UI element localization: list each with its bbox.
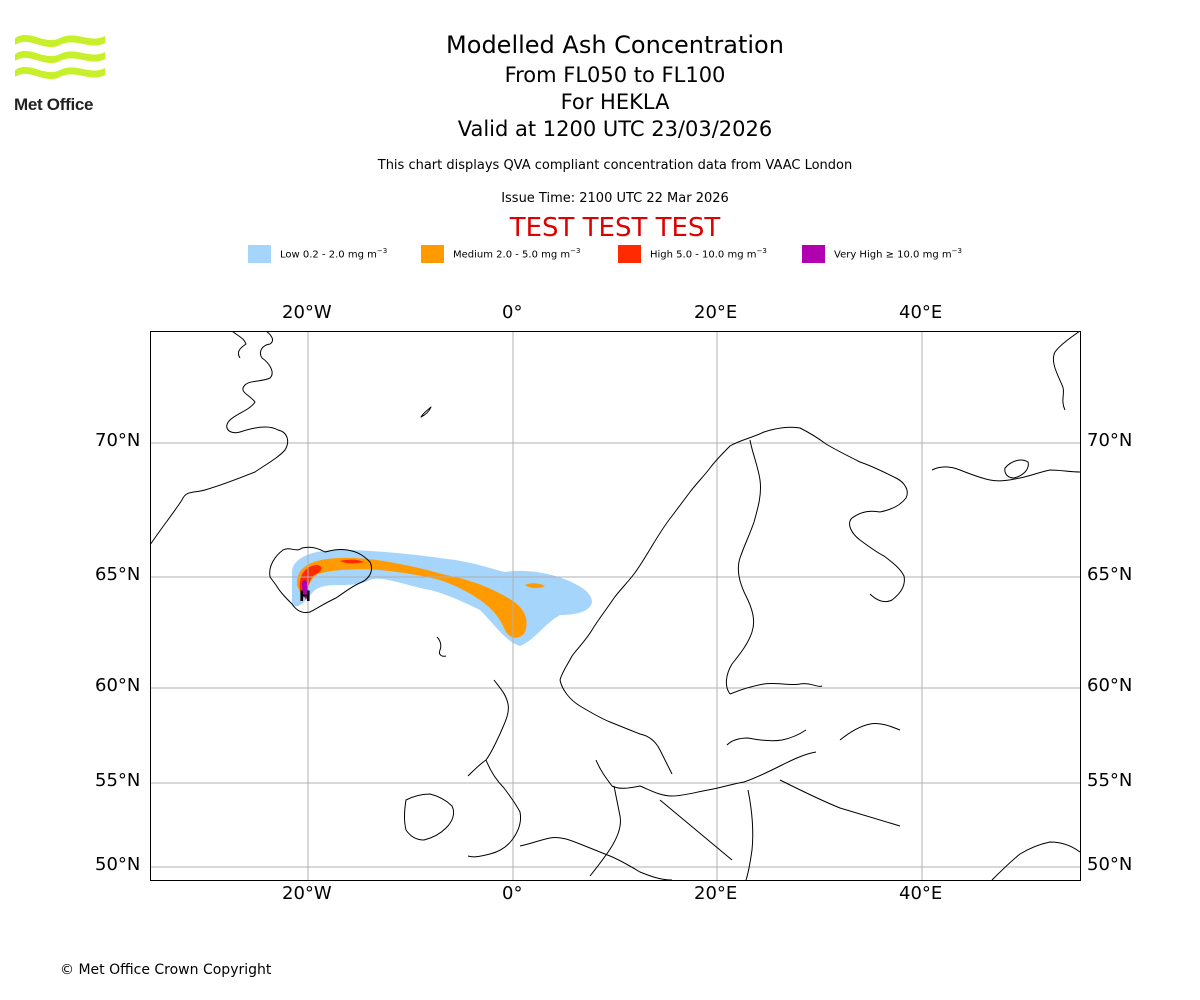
lat-label-left-55n: 55°N — [95, 770, 141, 791]
legend-label-very-high: Very High ≥ 10.0 mg m−3 — [834, 247, 962, 261]
lat-label-left-70n: 70°N — [95, 430, 141, 451]
lon-label-top-0: 0° — [502, 302, 523, 323]
lon-label-top-20e: 20°E — [694, 302, 738, 323]
coastlines — [150, 331, 1081, 881]
legend-item-very-high: Very High ≥ 10.0 mg m−3 — [802, 244, 962, 264]
legend-swatch-high — [618, 245, 641, 263]
volcano-marker-label: H — [299, 589, 311, 605]
legend-swatch-very-high — [802, 245, 825, 263]
lat-label-left-60n: 60°N — [95, 675, 141, 696]
legend-swatch-medium — [421, 245, 444, 263]
met-office-logo: Met Office — [14, 30, 109, 114]
issue-time: Issue Time: 2100 UTC 22 Mar 2026 — [501, 191, 729, 206]
legend-label-low: Low 0.2 - 2.0 mg m−3 — [280, 247, 388, 261]
lon-label-top-20w: 20°W — [282, 302, 332, 323]
test-banner: TEST TEST TEST — [509, 213, 721, 243]
lon-label-bottom-40e: 40°E — [899, 883, 943, 904]
volcano-name: For HEKLA — [560, 90, 670, 114]
legend-item-high: High 5.0 - 10.0 mg m−3 — [618, 244, 767, 264]
lon-label-bottom-20w: 20°W — [282, 883, 332, 904]
lat-label-right-60n: 60°N — [1087, 675, 1133, 696]
legend-label-medium: Medium 2.0 - 5.0 mg m−3 — [453, 247, 581, 261]
lat-label-left-50n: 50°N — [95, 854, 141, 875]
met-office-logo-text: Met Office — [14, 95, 94, 114]
lat-label-right-70n: 70°N — [1087, 430, 1133, 451]
copyright-notice: © Met Office Crown Copyright — [60, 962, 272, 978]
chart-title: Modelled Ash Concentration — [446, 31, 784, 59]
ash-area-very-high — [302, 579, 308, 599]
lat-label-right-65n: 65°N — [1087, 564, 1133, 585]
ash-map: H — [150, 331, 1081, 881]
lon-label-top-40e: 40°E — [899, 302, 943, 323]
ash-area-medium — [296, 557, 545, 638]
volcano-source-marker: H — [299, 589, 311, 605]
lat-label-right-55n: 55°N — [1087, 770, 1133, 791]
legend-label-high: High 5.0 - 10.0 mg m−3 — [650, 247, 767, 261]
level-range: From FL050 to FL100 — [504, 63, 726, 87]
lat-label-right-50n: 50°N — [1087, 854, 1133, 875]
legend-item-medium: Medium 2.0 - 5.0 mg m−3 — [421, 244, 580, 264]
lon-label-bottom-20e: 20°E — [694, 883, 738, 904]
map-frame — [150, 331, 1081, 881]
legend-swatch-low — [248, 245, 271, 263]
graticule — [150, 331, 1081, 881]
met-office-waves-icon — [15, 34, 105, 80]
lat-label-left-65n: 65°N — [95, 564, 141, 585]
lon-label-bottom-0: 0° — [502, 883, 523, 904]
legend-item-low: Low 0.2 - 2.0 mg m−3 — [248, 244, 387, 264]
valid-time: Valid at 1200 UTC 23/03/2026 — [457, 117, 773, 141]
chart-description: This chart displays QVA compliant concen… — [377, 158, 853, 173]
